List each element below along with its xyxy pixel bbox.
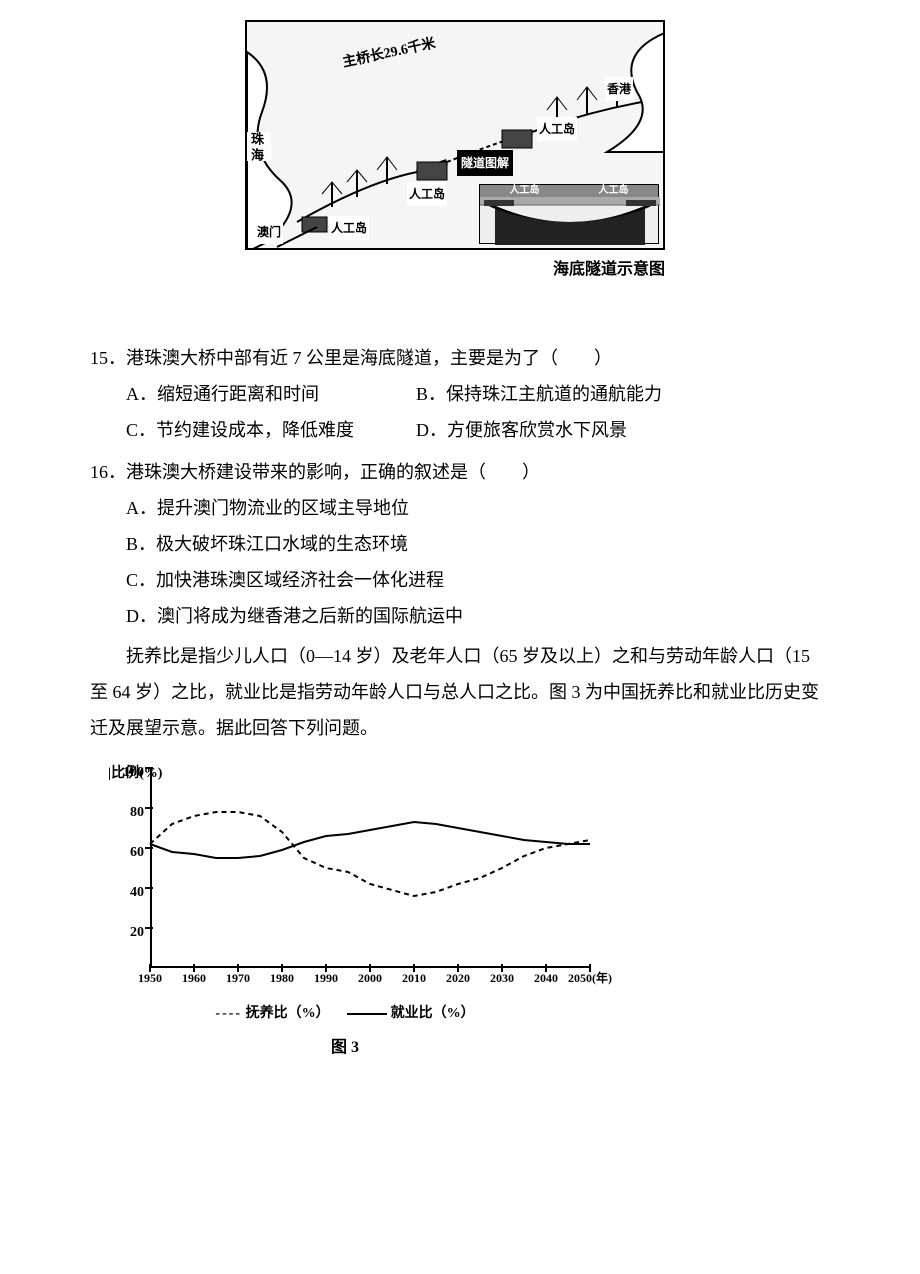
q16-opt-b: B．极大破坏珠江口水域的生态环境: [126, 526, 830, 562]
ytick-mark: [145, 927, 153, 929]
xtick-label: 2050(年): [568, 966, 612, 990]
chart-legend: ---- 抚养比（%） 就业比（%）: [90, 1000, 600, 1028]
label-island2: 人工岛: [407, 182, 447, 206]
q16-opt-a: A．提升澳门物流业的区域主导地位: [126, 490, 830, 526]
inset-island-left: 人工岛: [510, 185, 540, 197]
chart-caption: 图 3: [90, 1032, 600, 1064]
inset-tunnel-svg: [480, 197, 660, 245]
tunnel-inset: 人工岛 人工岛: [479, 184, 659, 244]
label-hk: 香港: [605, 77, 633, 101]
label-island1: 人工岛: [329, 216, 369, 240]
ytick-mark: [145, 847, 153, 849]
inset-island-right: 人工岛: [599, 185, 629, 197]
legend-solid-sample: [347, 1013, 387, 1015]
q16-options: A．提升澳门物流业的区域主导地位 B．极大破坏珠江口水域的生态环境 C．加快港珠…: [90, 490, 830, 634]
xtick-label: 2000: [358, 966, 382, 990]
xtick-label: 2010: [402, 966, 426, 990]
chart-lines-svg: [90, 758, 600, 998]
ytick-label: 20: [110, 919, 144, 947]
ytick-label: 80: [110, 799, 144, 827]
ytick-mark: [145, 887, 153, 889]
bridge-map-figure: 主桥长29.6千米 珠 海 澳门 人工岛 人工岛 人工岛 隧道图解 香港 人工岛…: [245, 20, 675, 320]
xtick-label: 1990: [314, 966, 338, 990]
passage-content: 抚养比是指少儿人口（0—14 岁）及老年人口（65 岁及以上）之和与劳动年龄人口…: [90, 646, 819, 738]
map-caption: 海底隧道示意图: [245, 254, 675, 286]
line-chart-box: |比例(%) 204060801001950196019701980199020…: [90, 758, 600, 998]
ytick-mark: [145, 767, 153, 769]
label-tunnel-diagram: 隧道图解: [457, 150, 513, 176]
xtick-label: 1950: [138, 966, 162, 990]
xtick-label: 1960: [182, 966, 206, 990]
xtick-label: 2020: [446, 966, 470, 990]
q16-stem: 16．港珠澳大桥建设带来的影响，正确的叙述是（ ）: [90, 454, 830, 490]
ytick-label: 60: [110, 839, 144, 867]
dependency-ratio-line: [150, 812, 590, 896]
bridge-map-box: 主桥长29.6千米 珠 海 澳门 人工岛 人工岛 人工岛 隧道图解 香港 人工岛…: [245, 20, 665, 250]
passage-text: 抚养比是指少儿人口（0—14 岁）及老年人口（65 岁及以上）之和与劳动年龄人口…: [90, 638, 830, 746]
ytick-mark: [145, 807, 153, 809]
legend-employment-label: 就业比（%）: [391, 1006, 475, 1021]
ytick-label: 100: [110, 759, 144, 787]
chart-y-axis: [150, 768, 152, 968]
xtick-label: 2030: [490, 966, 514, 990]
q15-opt-a: A．缩短通行距离和时间: [126, 376, 416, 412]
q16-opt-d: D．澳门将成为继香港之后新的国际航运中: [126, 598, 830, 634]
employment-ratio-line: [150, 822, 590, 858]
label-macau: 澳门: [255, 220, 283, 244]
legend-dash-sample: ----: [215, 1006, 242, 1021]
xtick-label: 1970: [226, 966, 250, 990]
label-zhuhai: 珠 海: [245, 132, 271, 161]
line-chart-figure: |比例(%) 204060801001950196019701980199020…: [90, 758, 600, 1064]
xtick-label: 2040: [534, 966, 558, 990]
q15-options: A．缩短通行距离和时间 B．保持珠江主航道的通航能力 C．节约建设成本，降低难度…: [90, 376, 830, 448]
xtick-label: 1980: [270, 966, 294, 990]
q15-opt-c: C．节约建设成本，降低难度: [126, 412, 416, 448]
q16-opt-c: C．加快港珠澳区域经济社会一体化进程: [126, 562, 830, 598]
label-island3: 人工岛: [537, 117, 577, 141]
legend-dependency-label: 抚养比（%）: [246, 1006, 330, 1021]
q15-opt-d: D．方便旅客欣赏水下风景: [416, 412, 830, 448]
q15-stem: 15．港珠澳大桥中部有近 7 公里是海底隧道，主要是为了（ ）: [90, 340, 830, 376]
q15-opt-b: B．保持珠江主航道的通航能力: [416, 376, 830, 412]
ytick-label: 40: [110, 879, 144, 907]
